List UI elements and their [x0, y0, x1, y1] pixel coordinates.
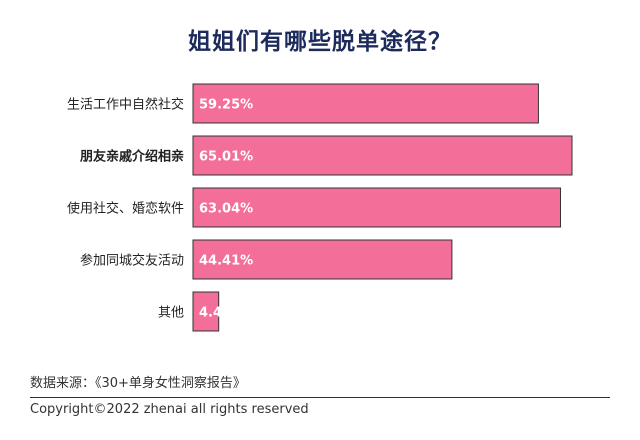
value-label-1: 65.01% — [199, 150, 253, 165]
bar-2 — [192, 187, 562, 228]
footer-divider — [30, 397, 610, 398]
bar-0 — [192, 83, 539, 124]
bar-3 — [192, 239, 453, 280]
value-label-3: 44.41% — [199, 254, 253, 269]
bar-chart: 生活工作中自然社交 59.25% 朋友亲戚介绍相亲 65.01% 使用社交、婚恋软件 63… — [67, 83, 573, 332]
category-label-0: 生活工作中自然社交 — [67, 97, 184, 113]
value-label-0: 59.25% — [199, 98, 253, 113]
bar-4 — [192, 291, 220, 332]
category-label-3: 参加同城交友活动 — [80, 253, 184, 269]
value-label-4: 4.41% — [199, 306, 244, 321]
copyright-text: Copyright©2022 zhenai all rights reserve… — [30, 402, 309, 417]
category-label-1: 朋友亲戚介绍相亲 — [79, 149, 184, 165]
data-source-note: 数据来源：《30+单身女性洞察报告》 — [30, 376, 246, 391]
category-label-4: 其他 — [158, 306, 184, 321]
value-label-2: 63.04% — [199, 202, 253, 217]
bar-1 — [192, 135, 573, 176]
chart-title: 姐姐们有哪些脱单途径？ — [188, 29, 452, 55]
category-label-2: 使用社交、婚恋软件 — [67, 201, 184, 217]
